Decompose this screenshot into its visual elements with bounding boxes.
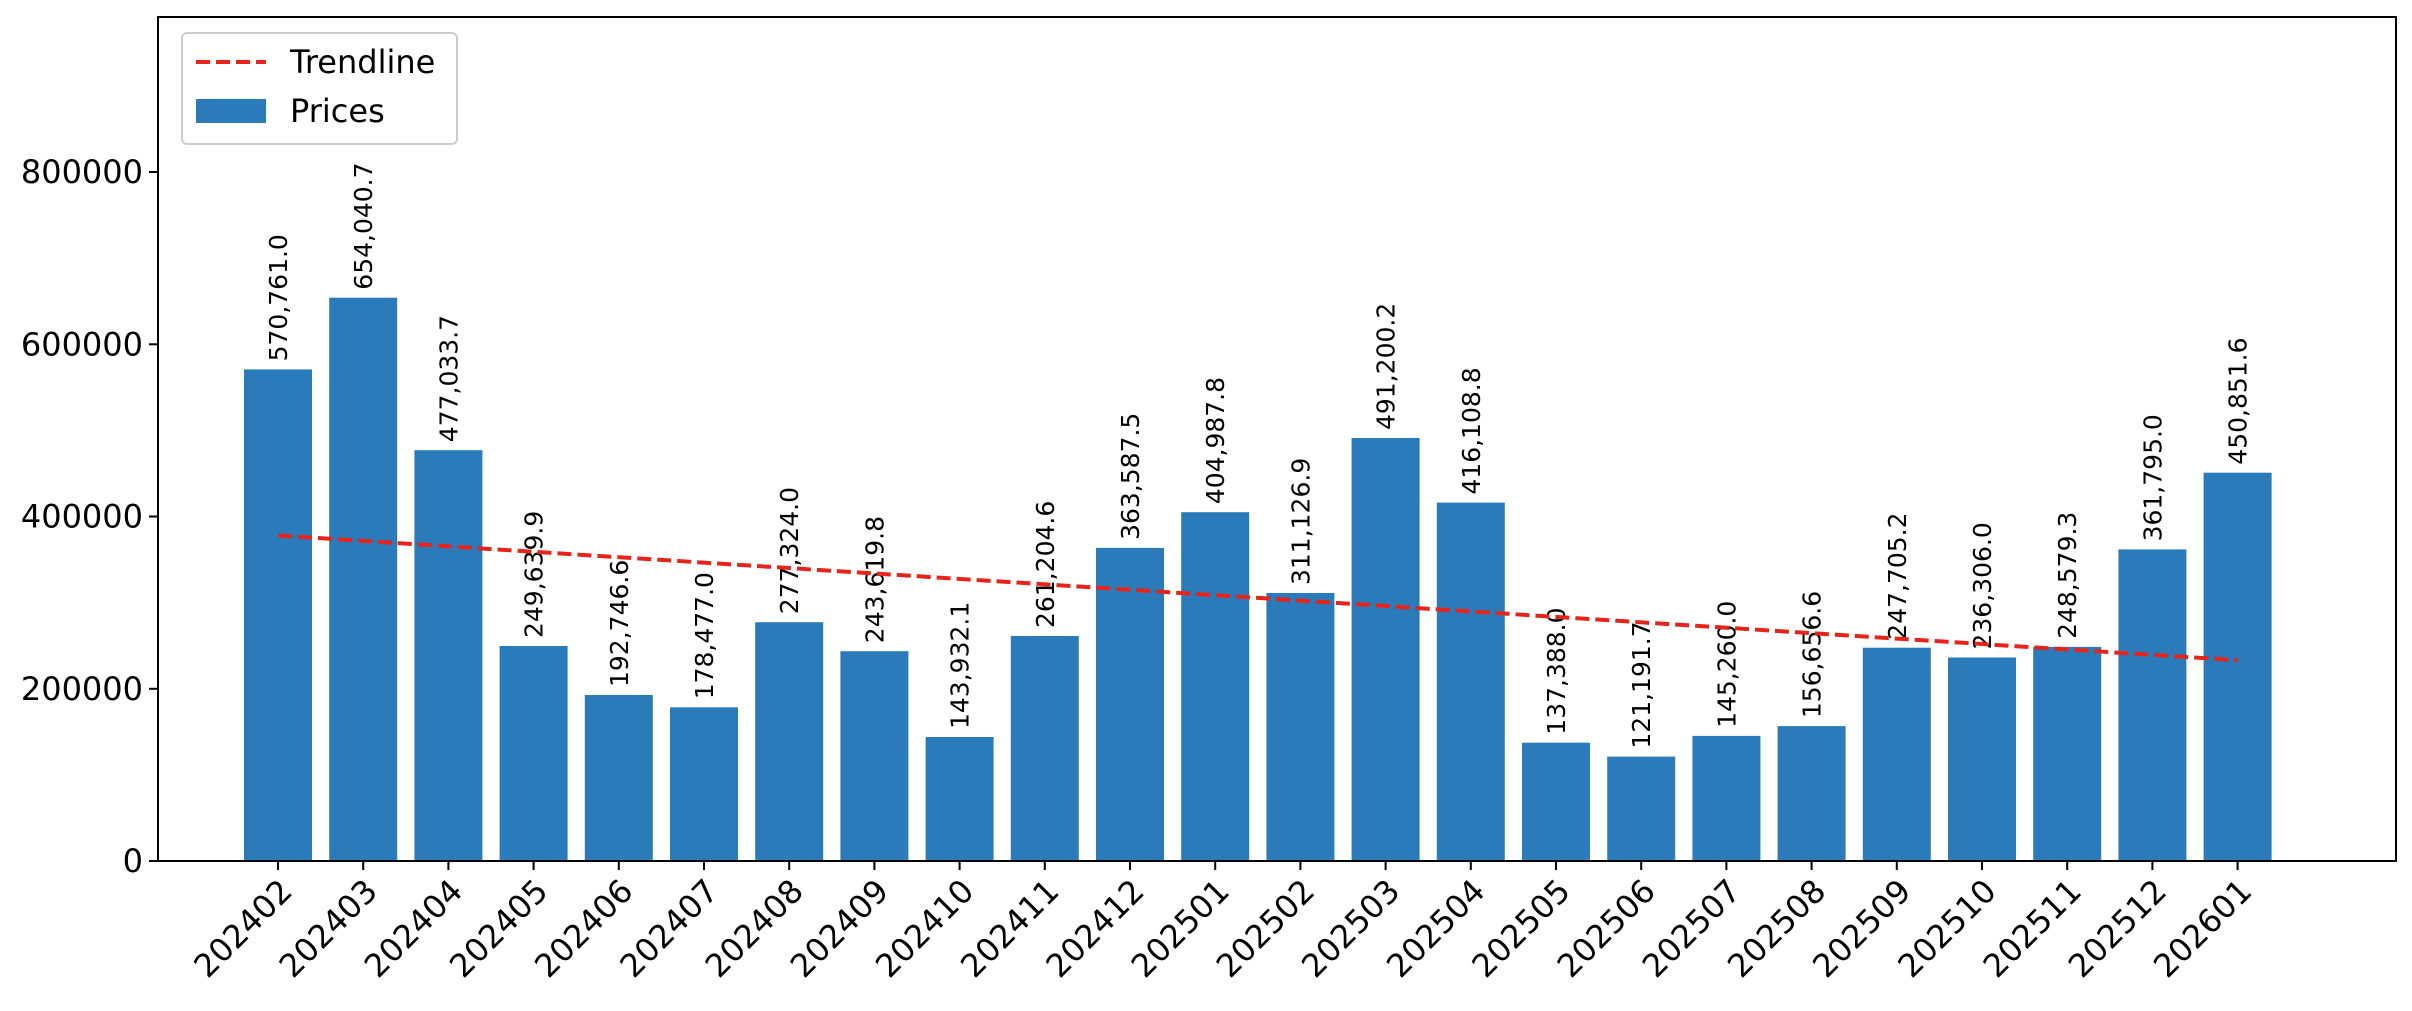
bar-202409 [840,651,909,861]
bar-202501 [1181,512,1250,861]
data-label-202505: 137,388.0 [1542,607,1571,734]
bar-202504 [1436,502,1505,861]
y-tick-label-400000: 400000 [21,498,143,536]
data-label-202512: 361,795.0 [2138,414,2167,541]
bar-202404 [414,450,483,861]
bars-layer [244,297,2272,861]
data-label-202408: 277,324.0 [775,487,804,614]
y-tick-label-200000: 200000 [21,670,143,708]
data-label-202406: 192,746.6 [605,560,634,687]
bar-202408 [755,622,824,861]
data-label-202511: 248,579.3 [2053,512,2082,639]
bar-202406 [584,695,653,861]
data-label-202507: 145,260.0 [1712,601,1741,728]
bar-202410 [925,737,994,861]
data-labels-layer: 570,761.0 654,040.7 477,033.7 249,639.9 192,… [264,162,2253,748]
data-label-202502: 311,126.9 [1286,458,1315,585]
data-label-202410: 143,932.1 [946,602,975,729]
bar-202412 [1096,547,1164,861]
bar-202509 [1862,647,1931,861]
data-label-202409: 243,619.8 [860,516,889,643]
bar-202507 [1692,735,1761,861]
data-label-202508: 156,656.6 [1798,591,1827,718]
bar-202506 [1607,756,1676,861]
bar-202403 [329,297,398,861]
bar-202511 [2033,646,2102,861]
y-tick-label-800000: 800000 [21,153,143,191]
bar-202601 [2203,472,2272,861]
bar-202508 [1777,726,1846,861]
data-label-202510: 236,306.0 [1968,522,1997,649]
legend-trendline-label: Trendline [289,43,435,81]
bar-202503 [1351,438,1420,861]
data-label-202411: 261,204.6 [1031,501,1060,628]
data-label-202601: 450,851.6 [2224,337,2253,464]
bar-202411 [1010,636,1079,861]
data-label-202412: 363,587.5 [1116,413,1145,540]
data-label-202402: 570,761.0 [264,234,293,361]
y-axis: 0 200000 400000 600000 800000 [21,153,158,880]
bar-202512 [2118,549,2187,861]
data-label-202509: 247,705.2 [1883,512,1912,639]
bar-202407 [670,707,738,861]
data-label-202403: 654,040.7 [349,162,378,289]
y-tick-label-600000: 600000 [21,325,143,363]
y-tick-label-0: 0 [123,842,143,880]
data-label-202503: 491,200.2 [1372,303,1401,430]
bar-202502 [1266,593,1335,861]
data-label-202405: 249,639.9 [520,511,549,638]
legend: Trendline Prices [181,32,458,145]
bar-202505 [1522,742,1590,861]
bar-202510 [1948,657,2016,861]
data-label-202506: 121,191.7 [1627,621,1656,748]
data-label-202407: 178,477.0 [690,572,719,699]
plot-area-frame [157,16,2397,862]
data-label-202501: 404,987.8 [1201,377,1230,504]
bar-202402 [244,369,312,861]
trendline [277,533,2238,663]
bar-202405 [499,646,568,861]
legend-prices-swatch [196,99,266,123]
data-label-202504: 416,108.8 [1457,367,1486,494]
trendline-layer [277,533,2238,663]
data-label-202404: 477,033.7 [434,315,463,442]
legend-prices-label: Prices [290,92,385,130]
